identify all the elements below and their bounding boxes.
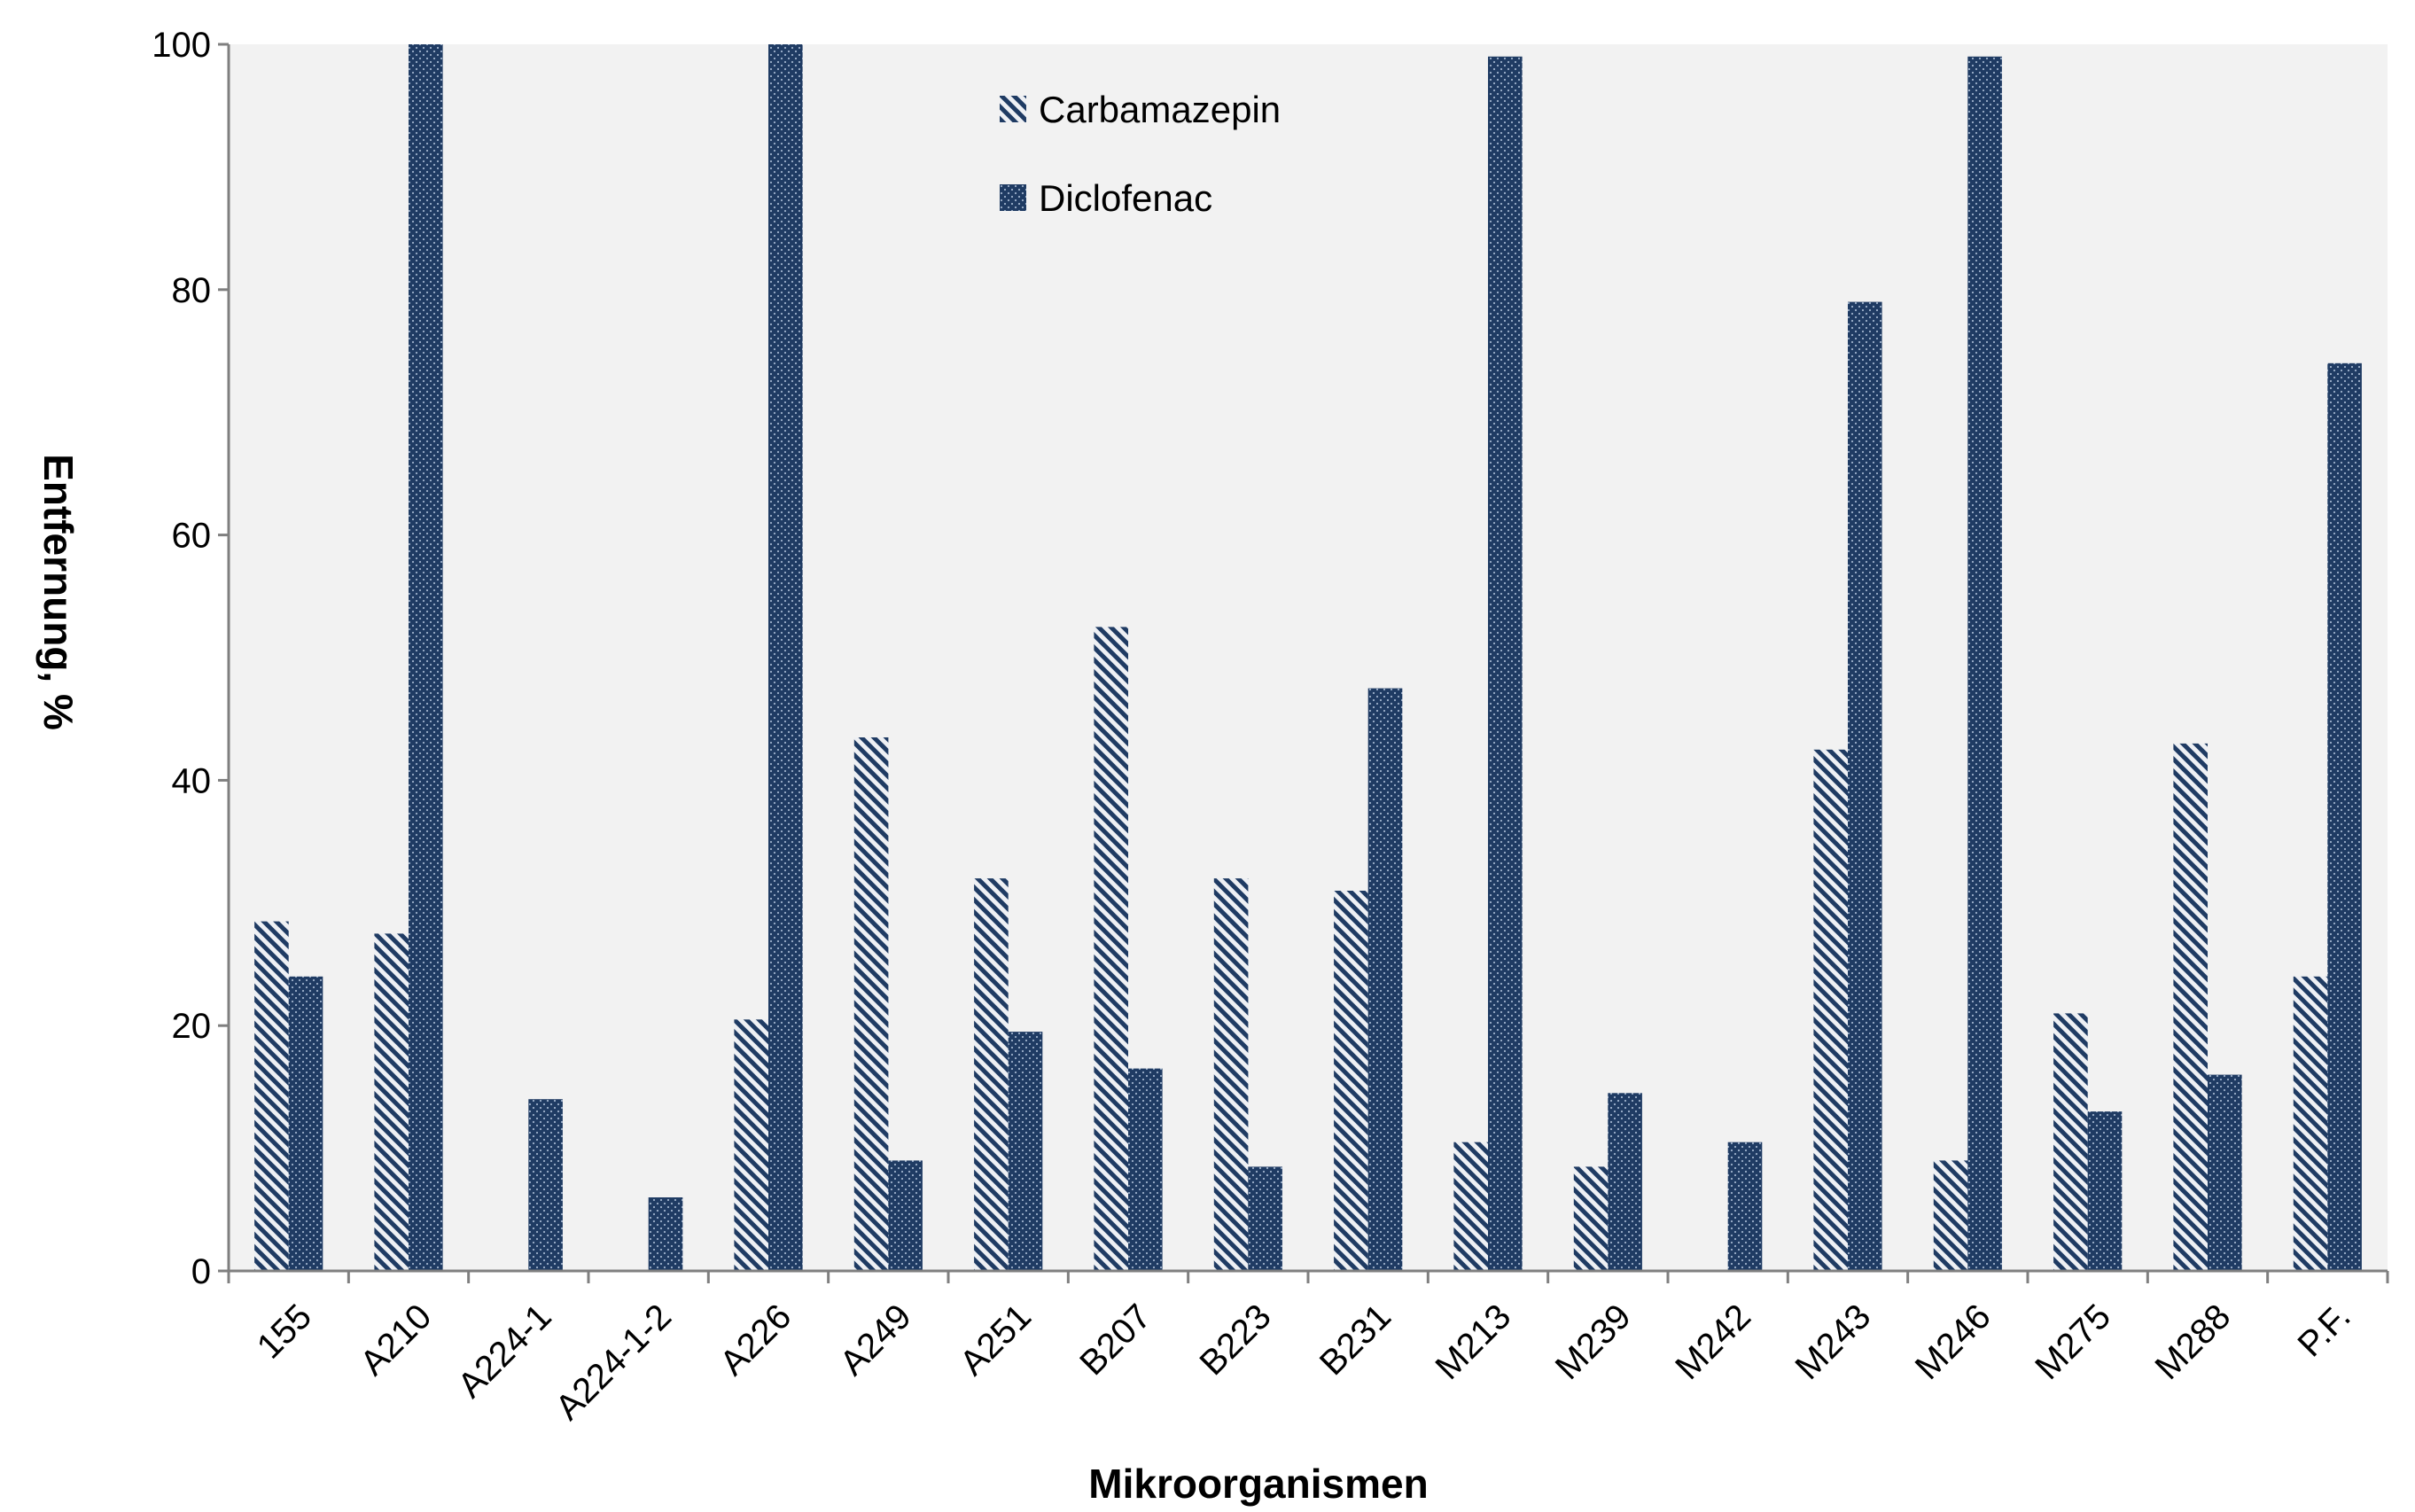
x-tick-label: M275: [2028, 1297, 2118, 1387]
bar-carbamazepin-M275: [2053, 1013, 2088, 1271]
bar-diclofenac-B231: [1367, 688, 1403, 1271]
bar-carbamazepin-P.F.: [2293, 976, 2328, 1271]
legend-label-carbamazepin: Carbamazepin: [1039, 89, 1281, 130]
x-tick-label: M242: [1668, 1297, 1758, 1387]
bar-diclofenac-A210: [409, 44, 443, 1271]
x-tick-label: M243: [1788, 1297, 1878, 1387]
bar-carbamazepin-B223: [1213, 878, 1249, 1271]
x-tick-label: M213: [1428, 1297, 1518, 1387]
bar-diclofenac-A251: [1008, 1032, 1043, 1271]
bars-layer: [254, 44, 2362, 1272]
x-tick-label: A210: [353, 1297, 439, 1383]
bar-diclofenac-B223: [1248, 1166, 1282, 1271]
legend: Carbamazepin Diclofenac: [1000, 89, 1281, 219]
bar-carbamazepin-M239: [1573, 1166, 1609, 1271]
x-tick-label: 155: [250, 1297, 319, 1366]
bar-diclofenac-A224-1: [528, 1099, 563, 1271]
plot-area: [229, 44, 2388, 1271]
bar-diclofenac-M213: [1488, 56, 1523, 1271]
y-tick-label: 40: [172, 761, 212, 800]
bar-diclofenac-M239: [1608, 1093, 1642, 1271]
y-axis-title: Entfernung, %: [35, 454, 82, 730]
bar-carbamazepin-155: [254, 921, 289, 1271]
x-tick-label: A251: [953, 1297, 1039, 1383]
y-tick-label: 20: [172, 1007, 212, 1046]
bar-diclofenac-M243: [1848, 301, 1882, 1272]
bar-carbamazepin-M288: [2173, 743, 2208, 1271]
bar-diclofenac-B207: [1128, 1068, 1163, 1271]
bar-diclofenac-M275: [2087, 1111, 2123, 1271]
y-tick-label: 60: [172, 517, 212, 556]
bar-carbamazepin-M243: [1813, 749, 1848, 1271]
bar-carbamazepin-M246: [1933, 1160, 1968, 1271]
bar-diclofenac-155: [288, 976, 323, 1271]
legend-label-diclofenac: Diclofenac: [1039, 177, 1212, 219]
bar-carbamazepin-A226: [734, 1019, 768, 1271]
x-tick-label: A226: [713, 1297, 799, 1383]
x-tick-label: A224-1: [450, 1297, 558, 1405]
x-tick-label: M239: [1548, 1297, 1639, 1387]
x-tick-label: A249: [832, 1297, 918, 1383]
legend-swatch-carbamazepin: [1000, 96, 1026, 122]
bar-diclofenac-A226: [768, 44, 803, 1271]
legend-swatch-diclofenac: [1000, 184, 1026, 211]
bar-carbamazepin-A251: [974, 878, 1009, 1271]
bar-diclofenac-A224-1-2: [648, 1197, 683, 1271]
bar-carbamazepin-A249: [853, 737, 889, 1271]
bar-diclofenac-M288: [2208, 1074, 2242, 1271]
y-tick-label: 80: [172, 271, 212, 310]
bar-carbamazepin-B231: [1334, 891, 1368, 1271]
bar-diclofenac-M242: [1727, 1142, 1763, 1271]
bar-carbamazepin-M213: [1453, 1142, 1488, 1271]
bar-diclofenac-M246: [1967, 56, 2002, 1271]
x-tick-label: M288: [2147, 1297, 2238, 1387]
y-tick-label: 100: [152, 26, 211, 65]
x-tick-label: A224-1-2: [549, 1297, 679, 1427]
x-axis-title: Mikroorganismen: [1088, 1461, 1428, 1507]
x-tick-label: P.F.: [2290, 1297, 2357, 1364]
x-tick-label: B231: [1313, 1297, 1398, 1383]
bar-carbamazepin-B207: [1094, 627, 1128, 1271]
axes-layer: [218, 43, 2389, 1283]
x-tick-label: M246: [1908, 1297, 1998, 1387]
x-tick-label: B223: [1192, 1297, 1278, 1383]
bar-carbamazepin-A210: [374, 933, 409, 1271]
y-tick-label: 0: [191, 1252, 211, 1291]
bar-diclofenac-P.F.: [2327, 362, 2362, 1271]
bar-diclofenac-A249: [888, 1160, 923, 1271]
x-tick-label: B207: [1072, 1297, 1158, 1383]
